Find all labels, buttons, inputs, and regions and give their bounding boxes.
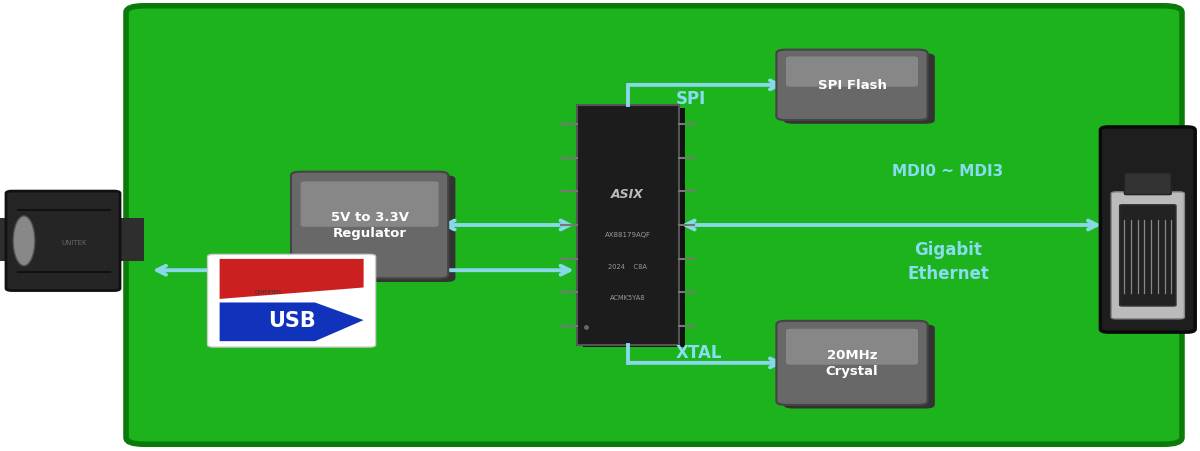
Text: UNITEK: UNITEK — [61, 239, 88, 246]
FancyBboxPatch shape — [786, 329, 918, 365]
FancyBboxPatch shape — [583, 109, 684, 348]
FancyBboxPatch shape — [6, 192, 120, 291]
Text: SPI: SPI — [676, 90, 706, 108]
Text: MDI0 ~ MDI3: MDI0 ~ MDI3 — [893, 164, 1003, 179]
FancyBboxPatch shape — [784, 54, 935, 124]
FancyBboxPatch shape — [292, 172, 449, 279]
FancyBboxPatch shape — [577, 106, 679, 345]
Text: Gigabit
Ethernet: Gigabit Ethernet — [907, 241, 989, 282]
Text: AX88179AQF: AX88179AQF — [605, 231, 650, 238]
Text: SUPERSPEED: SUPERSPEED — [269, 265, 314, 270]
Text: ACMK5YA8: ACMK5YA8 — [610, 295, 646, 301]
Polygon shape — [220, 303, 364, 341]
FancyBboxPatch shape — [786, 57, 918, 87]
FancyBboxPatch shape — [298, 176, 456, 282]
FancyBboxPatch shape — [126, 7, 1182, 444]
Text: XTAL: XTAL — [676, 343, 722, 361]
Text: 5V to 3.3V
Regulator: 5V to 3.3V Regulator — [331, 211, 408, 240]
Text: 2024    C8A: 2024 C8A — [608, 263, 647, 269]
Bar — [0, 219, 144, 262]
Text: 20MHz
Crystal: 20MHz Crystal — [826, 349, 878, 377]
Text: USB: USB — [268, 310, 316, 331]
FancyBboxPatch shape — [1111, 193, 1184, 319]
FancyBboxPatch shape — [1120, 205, 1176, 306]
Text: CERTIFIED: CERTIFIED — [254, 290, 282, 295]
Text: ASIX: ASIX — [611, 188, 644, 200]
FancyBboxPatch shape — [776, 321, 928, 405]
FancyBboxPatch shape — [784, 325, 935, 409]
Text: SPI Flash: SPI Flash — [817, 79, 887, 92]
Polygon shape — [220, 259, 364, 299]
FancyBboxPatch shape — [1100, 128, 1195, 332]
FancyBboxPatch shape — [208, 255, 376, 347]
FancyBboxPatch shape — [776, 51, 928, 121]
FancyBboxPatch shape — [301, 182, 439, 227]
Ellipse shape — [13, 216, 35, 266]
FancyBboxPatch shape — [1124, 174, 1171, 195]
